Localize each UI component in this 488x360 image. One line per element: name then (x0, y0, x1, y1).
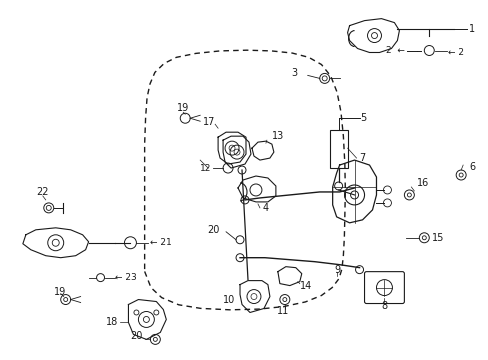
Text: 8: 8 (381, 301, 386, 311)
Text: 14: 14 (299, 280, 311, 291)
Text: 4: 4 (263, 203, 268, 213)
Text: 2  ←: 2 ← (385, 46, 404, 55)
Text: 16: 16 (416, 178, 428, 188)
Text: 10: 10 (223, 294, 235, 305)
Text: ← 2: ← 2 (447, 48, 463, 57)
Text: 12: 12 (199, 163, 211, 172)
Text: ← 21: ← 21 (150, 238, 172, 247)
Text: 3: 3 (291, 68, 297, 78)
Text: 9: 9 (334, 265, 340, 275)
Text: 11: 11 (276, 306, 288, 316)
Text: 15: 15 (431, 233, 444, 243)
Text: 17: 17 (203, 117, 215, 127)
Text: 19: 19 (177, 103, 189, 113)
Text: 13: 13 (271, 131, 284, 141)
Text: 5: 5 (360, 113, 366, 123)
Text: ← 23: ← 23 (115, 273, 137, 282)
Text: 20: 20 (207, 225, 220, 235)
Text: 1: 1 (468, 24, 474, 33)
Text: 19: 19 (54, 287, 66, 297)
Text: 7: 7 (359, 153, 365, 163)
Text: 22: 22 (36, 187, 48, 197)
Text: 20: 20 (130, 332, 142, 341)
Text: 6: 6 (468, 162, 474, 172)
Text: 18: 18 (106, 318, 118, 328)
